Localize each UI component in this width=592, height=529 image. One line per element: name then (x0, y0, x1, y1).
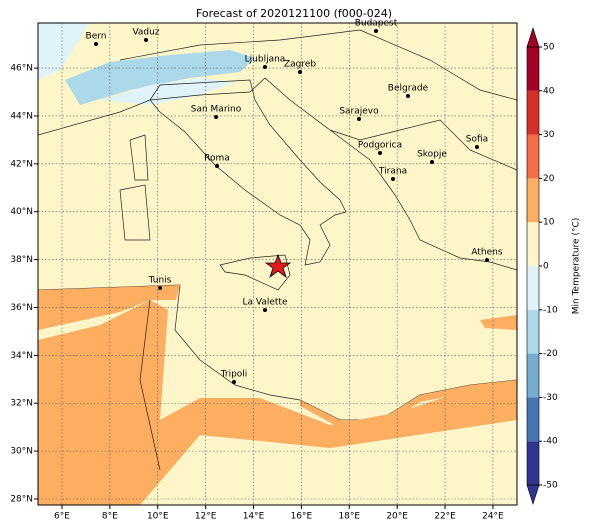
x-tick-label: 22°E (434, 512, 456, 522)
city-label: La Valette (243, 298, 288, 308)
city-dot (374, 29, 378, 33)
y-tick-label: 32°N (10, 399, 33, 409)
city-label: Sofia (466, 135, 488, 145)
sea (38, 77, 517, 421)
colorbar-tick-label: -10 (543, 305, 558, 315)
city-label: Budapest (355, 19, 398, 29)
x-tick-label: 16°E (291, 512, 313, 522)
colorbar-tick-label: 0 (543, 262, 549, 272)
colorbar-tick-label: -30 (543, 393, 558, 403)
sicily (219, 254, 291, 291)
map-frame (37, 22, 518, 506)
city-label: Skopje (417, 150, 447, 160)
colorbar-segment (527, 47, 539, 91)
city-label: Vaduz (132, 28, 159, 38)
city-label: Belgrade (388, 84, 429, 94)
corsica (129, 134, 149, 181)
y-tick-label: 28°N (10, 495, 33, 505)
x-tick-label: 18°E (338, 512, 360, 522)
city-label: Podgorica (358, 141, 402, 151)
colorbar-segment (527, 266, 539, 310)
colorbar-tick-label: 20 (543, 174, 555, 184)
warm-zone (300, 380, 517, 428)
colorbar-tick-label: 50 (543, 43, 555, 53)
city-label: Tunis (148, 276, 172, 286)
colorbar-segment (527, 134, 539, 179)
city-dot (263, 308, 267, 312)
y-tick-label: 30°N (10, 447, 33, 457)
city-label: Bern (86, 32, 107, 42)
city-label: Zagreb (284, 60, 316, 70)
colorbar-tick-label: -40 (543, 437, 558, 447)
colorbar-label: Min Temperature (°C) (572, 218, 582, 315)
y-tick-label: 42°N (10, 159, 33, 169)
city-dot (378, 151, 382, 155)
city-label: Roma (204, 154, 230, 164)
y-tick-label: 40°N (10, 207, 33, 217)
colorbar-extend (526, 484, 540, 505)
city-dot (391, 177, 395, 181)
city-label: Tripoli (220, 370, 248, 380)
sardinia (119, 184, 151, 241)
city-label: San Marino (191, 105, 242, 115)
y-tick-label: 38°N (10, 255, 33, 265)
x-tick-label: 10°E (147, 512, 169, 522)
colorbar-segment (527, 397, 539, 442)
border (119, 29, 517, 101)
italy (149, 79, 347, 266)
city-dot (94, 42, 98, 46)
colorbar-segment (527, 309, 539, 354)
colorbar-tick-label: 10 (543, 218, 555, 228)
cold-zone (100, 78, 235, 105)
y-tick-label: 44°N (10, 111, 33, 121)
colorbar-extend (526, 27, 540, 48)
x-tick-label: 12°E (195, 512, 217, 522)
cold-zone (38, 23, 90, 80)
colorbar-tick-label: -20 (543, 349, 558, 359)
map-title: Forecast of 2020121100 (f000-024) (196, 7, 392, 20)
city-dot (485, 258, 489, 262)
city-dot (298, 70, 302, 74)
city-dot (263, 65, 267, 69)
city-dot (430, 160, 434, 164)
x-tick-label: 20°E (386, 512, 408, 522)
x-tick-label: 24°E (482, 512, 504, 522)
x-tick-label: 8°E (102, 512, 118, 522)
city-dot (357, 117, 361, 121)
city-label: Sarajevo (339, 107, 379, 117)
warm-zone (480, 315, 517, 330)
star-marker (264, 253, 292, 279)
y-tick-label: 36°N (10, 303, 33, 313)
city-dot (158, 286, 162, 290)
colorbar-segment (527, 353, 539, 398)
colorbar-tick-label: -50 (543, 481, 558, 491)
border (329, 119, 517, 171)
x-tick-label: 6°E (54, 512, 70, 522)
city-label: Ljubljana (245, 55, 286, 65)
colorbar-tick-label: 30 (543, 130, 555, 140)
colorbar-segment (527, 441, 539, 485)
city-dot (144, 38, 148, 42)
colorbar-tick-label: 40 (543, 86, 555, 96)
cold-zone (65, 50, 255, 105)
x-tick-label: 14°E (243, 512, 265, 522)
city-dot (475, 145, 479, 149)
city-dot (232, 380, 236, 384)
colorbar-segment (527, 90, 539, 135)
city-dot (215, 164, 219, 168)
colorbar-segment (527, 178, 539, 223)
colorbar-segment (527, 222, 539, 266)
map-area (38, 23, 517, 505)
city-label: Tirana (378, 167, 407, 177)
y-tick-label: 34°N (10, 351, 33, 361)
city-dot (214, 115, 218, 119)
city-dot (406, 94, 410, 98)
border (139, 299, 161, 471)
y-tick-label: 46°N (10, 64, 33, 74)
city-label: Athens (471, 248, 502, 258)
